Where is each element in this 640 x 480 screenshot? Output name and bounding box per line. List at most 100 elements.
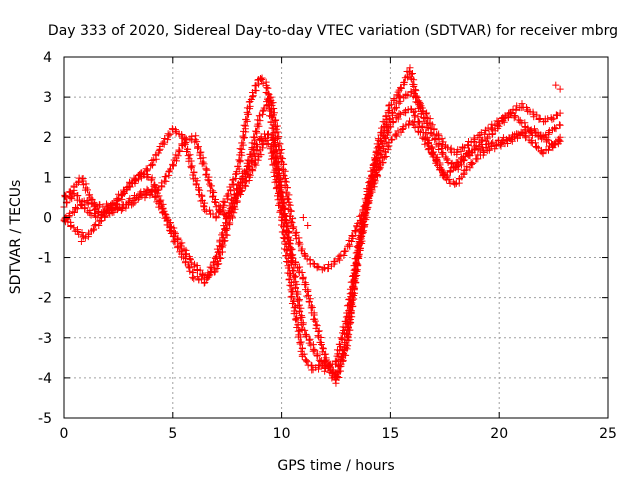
data-point (396, 110, 404, 118)
data-point (270, 118, 278, 126)
data-point (287, 257, 295, 265)
data-point (446, 180, 454, 188)
data-point (379, 129, 387, 137)
data-point (434, 132, 442, 140)
data-point (341, 317, 349, 325)
data-point (332, 358, 340, 366)
data-point (388, 109, 396, 117)
data-point (342, 351, 350, 359)
data-point (235, 156, 243, 164)
data-point (247, 95, 255, 103)
data-point (411, 111, 419, 119)
data-point (198, 192, 206, 200)
data-point (206, 263, 214, 271)
data-point (142, 165, 150, 173)
data-point (510, 114, 518, 122)
data-point (206, 206, 214, 214)
data-point (171, 229, 179, 237)
data-point (423, 109, 431, 117)
data-point (556, 121, 564, 129)
data-point (514, 130, 522, 138)
data-point (444, 158, 452, 166)
data-point (293, 323, 301, 331)
data-point (212, 199, 220, 207)
data-point (148, 176, 156, 184)
data-point (348, 272, 356, 280)
data-point (189, 269, 197, 277)
data-point (356, 238, 364, 246)
data-point (164, 130, 172, 138)
data-point (78, 229, 86, 237)
data-point (543, 138, 551, 146)
data-point (388, 135, 396, 143)
data-point (538, 135, 546, 143)
data-point (342, 247, 350, 255)
data-point (131, 198, 139, 206)
data-points (60, 64, 564, 387)
data-point (425, 145, 433, 152)
data-point (149, 161, 157, 169)
data-point (271, 153, 279, 161)
data-point (306, 335, 314, 343)
data-point (544, 146, 552, 154)
data-point (77, 238, 85, 246)
data-point (138, 192, 146, 200)
data-point (346, 242, 354, 250)
data-point (360, 215, 368, 223)
data-point (351, 266, 359, 274)
data-point (169, 162, 177, 170)
data-point (172, 126, 180, 134)
x-tick-label: 15 (381, 426, 399, 442)
data-point (441, 153, 449, 161)
data-point (471, 136, 479, 144)
data-point (95, 208, 103, 216)
data-point (166, 130, 174, 138)
data-point (242, 166, 250, 174)
data-point (539, 150, 547, 158)
data-point (288, 300, 296, 308)
data-point (469, 159, 477, 167)
data-point (354, 253, 362, 261)
data-point (225, 209, 233, 217)
data-point (337, 334, 345, 342)
data-point (353, 223, 361, 231)
data-point (477, 129, 485, 137)
data-point (78, 177, 86, 185)
data-point (182, 250, 190, 258)
data-point (309, 260, 317, 268)
data-point (315, 327, 323, 335)
data-point (188, 132, 196, 140)
data-point (345, 330, 353, 338)
data-point (77, 201, 85, 209)
data-point (236, 145, 244, 153)
data-point (239, 179, 247, 187)
data-point (422, 113, 430, 121)
data-point (428, 121, 436, 129)
data-point (258, 141, 266, 149)
data-point (357, 217, 365, 225)
data-point (309, 347, 317, 355)
data-point (211, 198, 219, 206)
data-point (418, 104, 426, 112)
data-point (311, 317, 319, 325)
data-point (340, 329, 348, 337)
data-point (225, 209, 233, 217)
data-point (555, 136, 563, 144)
data-point (483, 135, 491, 143)
data-point (249, 145, 257, 153)
data-point (335, 373, 343, 381)
data-point (281, 167, 289, 175)
data-point (491, 145, 499, 153)
data-point (392, 130, 400, 138)
data-point (175, 146, 183, 154)
data-point (296, 333, 304, 341)
data-point (424, 146, 432, 154)
data-point (70, 208, 78, 216)
data-point (295, 307, 303, 315)
data-point (507, 136, 515, 144)
data-point (361, 204, 369, 212)
data-point (504, 136, 512, 144)
data-point (304, 291, 312, 299)
data-point (270, 104, 278, 112)
data-point (510, 133, 518, 141)
